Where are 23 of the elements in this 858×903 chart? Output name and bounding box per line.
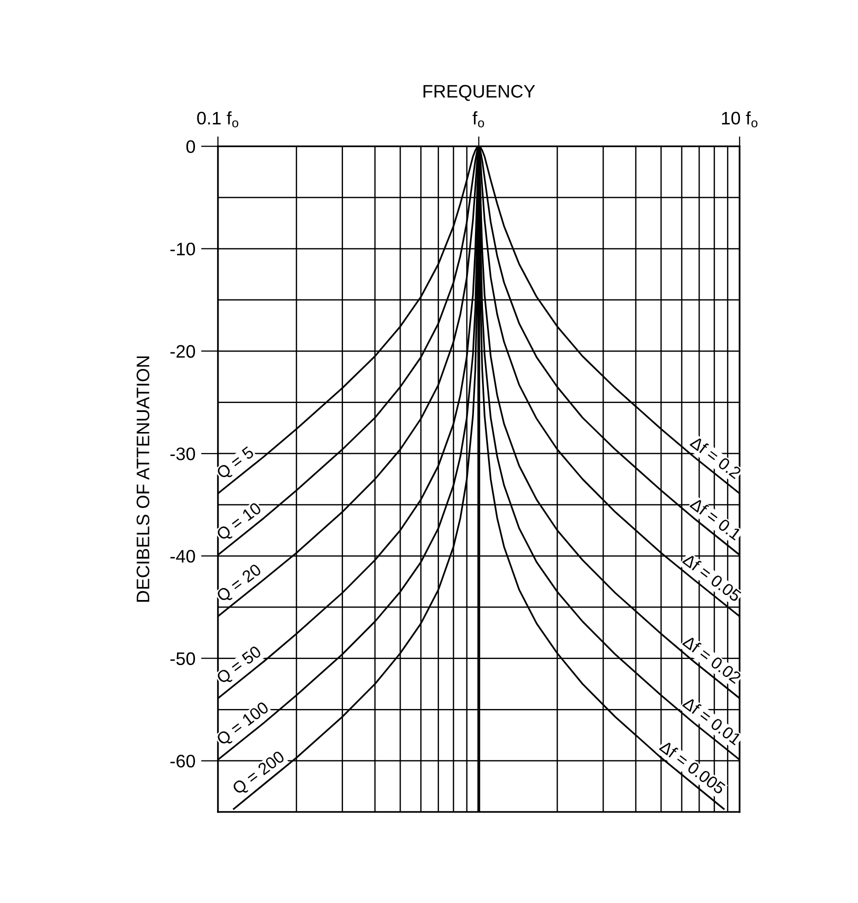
y-tick-label: -20 bbox=[170, 345, 196, 358]
x-tick-label: 10 f$_{o}$ bbox=[722, 111, 758, 128]
y-axis-title: DECIBELS OF ATTENUATION bbox=[136, 356, 150, 602]
annotation: Δf = 0.01 bbox=[682, 696, 742, 746]
y-tick-label: -50 bbox=[170, 652, 196, 666]
annotation: Δf = 0.2 bbox=[689, 435, 742, 480]
x-axis-title: FREQUENCY bbox=[424, 84, 536, 101]
y-tick-label: -10 bbox=[170, 242, 196, 256]
annotation: Q = 5 bbox=[216, 446, 256, 482]
annotation: Δf = 0.02 bbox=[682, 634, 742, 684]
annotation: Q = 50 bbox=[216, 645, 264, 686]
annotation: Δf = 0.1 bbox=[689, 496, 742, 541]
annotation: Q = 20 bbox=[216, 563, 264, 605]
y-tick-label: -40 bbox=[170, 550, 196, 563]
annotation: Q = 10 bbox=[216, 502, 264, 544]
y-tick-label: 0 bbox=[186, 140, 196, 154]
x-tick-label: f$_{o}$ bbox=[472, 111, 484, 128]
annotation: Q = 100 bbox=[216, 700, 272, 748]
x-tick-label: 0.1 f$_{o}$ bbox=[197, 111, 238, 128]
y-tick-label: -60 bbox=[170, 754, 196, 768]
annotation: Δf = 0.05 bbox=[682, 552, 742, 602]
y-tick-label: -30 bbox=[170, 447, 196, 460]
annotation: Q = 200 bbox=[232, 750, 288, 798]
